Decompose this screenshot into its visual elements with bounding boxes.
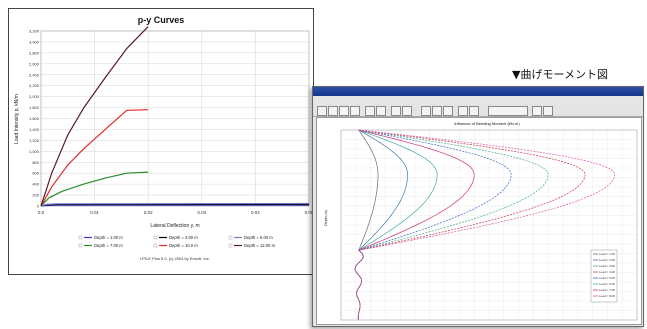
legend-label: Load = 2.00 bbox=[599, 258, 615, 262]
y-tick-label: 1,000 bbox=[29, 149, 40, 154]
py-curves-chart: p-y Curves 0 200 400 600 800 1,000 1,200 1,400 1… bbox=[9, 9, 313, 274]
toolbar-button[interactable] bbox=[432, 106, 442, 116]
legend-label: Load = 5.00 bbox=[599, 276, 615, 280]
y-tick-label: 400 bbox=[32, 182, 39, 187]
bending-moment-panel: Influence of Bending Moment (kN-m) Depth… bbox=[316, 117, 642, 325]
y-tick-label: 2,000 bbox=[29, 94, 40, 99]
toolbar-button[interactable] bbox=[458, 106, 468, 116]
chart-title: p-y Curves bbox=[138, 15, 185, 25]
legend-label: Load = 7.00 bbox=[599, 288, 615, 292]
y-tick-label: 200 bbox=[32, 193, 39, 198]
y-tick-labels: 0 200 400 600 800 1,000 1,200 1,400 1,600 1,800 2,… bbox=[29, 29, 40, 209]
y-axis-label: Load Intensity p, kN/m bbox=[14, 94, 20, 144]
legend-checkbox bbox=[154, 236, 157, 239]
legend-checkbox bbox=[229, 244, 232, 247]
toolbar-button[interactable] bbox=[421, 106, 431, 116]
x-tick-label: 0.0 bbox=[38, 210, 45, 215]
toolbar-button[interactable] bbox=[402, 106, 412, 116]
legend-label: Load = 1.00 bbox=[599, 252, 615, 256]
legend-checkbox bbox=[79, 244, 82, 247]
y-tick-label: 800 bbox=[32, 160, 39, 165]
toolbar-button[interactable] bbox=[532, 106, 542, 116]
y-tick-label: 3,000 bbox=[29, 39, 40, 44]
toolbar-button[interactable] bbox=[365, 106, 375, 116]
legend-label: Load = 4.00 bbox=[599, 270, 615, 274]
py-curves-window: p-y Curves 0 200 400 600 800 1,000 1,200 1,400 1… bbox=[8, 8, 314, 275]
app-window: Influence of Bending Moment (kN-m) Depth… bbox=[312, 86, 644, 327]
legend: Depth = 1.00 m Depth = 3.00 m Depth = 5.00… bbox=[79, 235, 276, 248]
toolbar-button[interactable] bbox=[317, 106, 327, 116]
legend-checkbox bbox=[154, 244, 157, 247]
y-tick-label: 1,400 bbox=[29, 127, 40, 132]
y-tick-label: 600 bbox=[32, 171, 39, 176]
chart-footer: LPILE Plus 5.0, (c) 2004 by Ensoft, Inc. bbox=[140, 256, 210, 261]
y-tick-label: 3,200 bbox=[29, 29, 40, 34]
toolbar-button[interactable] bbox=[443, 106, 453, 116]
legend-label: Load = 6.00 bbox=[599, 282, 615, 286]
legend-label: Depth = 3.00 m bbox=[169, 235, 198, 240]
toolbar-button[interactable] bbox=[543, 106, 553, 116]
toolbar-button[interactable] bbox=[469, 106, 479, 116]
toolbar-button[interactable] bbox=[376, 106, 386, 116]
y-tick-label: 1,800 bbox=[29, 105, 40, 110]
legend-checkbox bbox=[79, 236, 82, 239]
bending-moment-caption: ▼曲げモーメント図 bbox=[512, 66, 608, 82]
toolbar-button[interactable] bbox=[328, 106, 338, 116]
x-tick-label: 0.03 bbox=[197, 210, 206, 215]
legend-label: Load = 8.00 bbox=[599, 294, 615, 298]
y-tick-label: 1,200 bbox=[29, 138, 40, 143]
chart-title: Influence of Bending Moment (kN-m) bbox=[454, 121, 520, 126]
toolbar-button[interactable] bbox=[391, 106, 401, 116]
toolbar-button[interactable] bbox=[350, 106, 360, 116]
legend-label: Load = 3.00 bbox=[599, 264, 615, 268]
x-axis-label: Lateral Deflection y, m bbox=[150, 223, 199, 229]
toolbar bbox=[313, 104, 643, 117]
legend: Load = 1.00 Load = 2.00 Load = 3.00 Load = … bbox=[591, 250, 617, 302]
y-tick-label: 2,800 bbox=[29, 50, 40, 55]
y-tick-label: 1,600 bbox=[29, 116, 40, 121]
y-tick-label: 2,600 bbox=[29, 61, 40, 66]
y-tick-label: 2,400 bbox=[29, 72, 40, 77]
x-tick-label: 0.02 bbox=[144, 210, 153, 215]
toolbar-button[interactable] bbox=[488, 106, 528, 116]
legend-label: Depth = 5.00 m bbox=[244, 235, 273, 240]
y-tick-label: 2,200 bbox=[29, 83, 40, 88]
toolbar-button[interactable] bbox=[339, 106, 349, 116]
y-tick-label: 0 bbox=[37, 204, 40, 209]
x-tick-label: 0.01 bbox=[90, 210, 99, 215]
legend-label: Depth = 10.0 m bbox=[169, 243, 198, 248]
x-tick-label: 0.04 bbox=[251, 210, 260, 215]
legend-label: Depth = 12.00 m bbox=[244, 243, 276, 248]
legend-label: Depth = 1.00 m bbox=[94, 235, 123, 240]
y-axis-label: Depth (m) bbox=[324, 210, 328, 226]
legend-label: Depth = 7.00 m bbox=[94, 243, 123, 248]
legend-checkbox bbox=[229, 236, 232, 239]
x-tick-labels: 0.0 0.01 0.02 0.03 0.04 0.05 bbox=[38, 210, 313, 215]
bending-moment-chart: Influence of Bending Moment (kN-m) Depth… bbox=[317, 118, 641, 324]
window-titlebar[interactable] bbox=[313, 87, 643, 96]
menu-bar bbox=[313, 96, 643, 104]
